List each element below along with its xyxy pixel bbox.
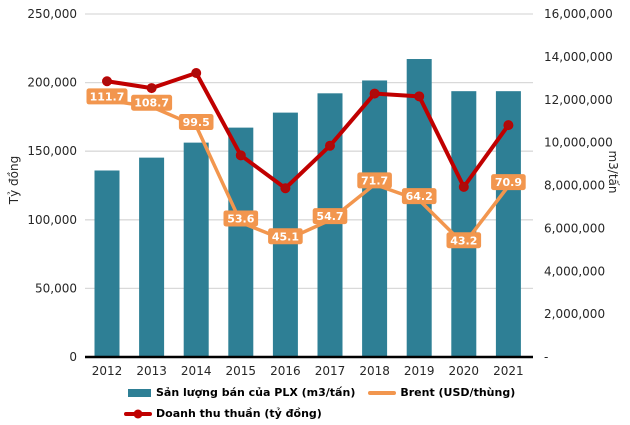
brent-line xyxy=(106,98,510,247)
svg-text:64.2: 64.2 xyxy=(406,190,433,203)
bar-2021 xyxy=(495,91,521,358)
left-axis-ticks: 0 50,000 100,000 150,000 200,000 250,000 xyxy=(27,7,77,364)
svg-text:16,000,000: 16,000,000 xyxy=(544,7,613,21)
bar-2018 xyxy=(362,80,388,358)
line-marker-swatch-icon xyxy=(124,411,152,416)
svg-text:2015: 2015 xyxy=(226,364,257,378)
svg-text:2017: 2017 xyxy=(315,364,346,378)
svg-text:54.7: 54.7 xyxy=(316,210,343,223)
svg-text:250,000: 250,000 xyxy=(27,7,77,21)
svg-text:6,000,000: 6,000,000 xyxy=(544,221,605,235)
revenue-line xyxy=(106,70,511,191)
brent-data-labels: 111.7 108.7 99.5 53.6 45.1 54.7 71.7 64.2 43.2 70… xyxy=(86,88,526,249)
line-swatch-icon xyxy=(368,390,397,395)
svg-text:150,000: 150,000 xyxy=(27,144,77,158)
legend-item-brent: Brent (USD/thùng) xyxy=(368,386,515,399)
legend-label-volume: Sản lượng bán của PLX (m3/tấn) xyxy=(156,386,356,399)
bar-2020 xyxy=(451,91,477,358)
svg-text:108.7: 108.7 xyxy=(134,97,169,110)
svg-text:10,000,000: 10,000,000 xyxy=(544,136,613,150)
svg-text:0: 0 xyxy=(69,350,77,364)
svg-text:71.7: 71.7 xyxy=(361,174,388,187)
svg-text:2,000,000: 2,000,000 xyxy=(544,307,605,321)
bar-swatch-icon xyxy=(128,388,151,397)
bar-2012 xyxy=(94,170,120,357)
legend-label-brent: Brent (USD/thùng) xyxy=(400,386,516,399)
svg-text:45.1: 45.1 xyxy=(272,230,299,243)
revenue-markers xyxy=(102,67,514,194)
x-axis-labels: 2012 2013 2014 2015 2016 2017 2018 2019 2020 2021 xyxy=(92,364,524,378)
bar-2014 xyxy=(183,142,209,357)
svg-text:2016: 2016 xyxy=(270,364,301,378)
svg-text:2012: 2012 xyxy=(92,364,123,378)
legend-row-2: Doanh thu thuần (tỷ đồng) xyxy=(124,407,322,420)
svg-text:14,000,000: 14,000,000 xyxy=(544,50,613,64)
left-axis-title: Tỷ đồng xyxy=(7,155,21,205)
bar-2015 xyxy=(228,127,254,358)
svg-text:111.7: 111.7 xyxy=(90,90,125,103)
legend-label-revenue: Doanh thu thuần (tỷ đồng) xyxy=(156,407,322,420)
svg-text:2021: 2021 xyxy=(493,364,524,378)
svg-text:-: - xyxy=(544,350,548,364)
svg-text:2020: 2020 xyxy=(449,364,480,378)
svg-text:8,000,000: 8,000,000 xyxy=(544,179,605,193)
legend-row-1: Sản lượng bán của PLX (m3/tấn) Brent (US… xyxy=(128,386,515,399)
svg-text:2019: 2019 xyxy=(404,364,435,378)
right-axis-title: m3/tấn xyxy=(606,150,620,194)
svg-text:4,000,000: 4,000,000 xyxy=(544,264,605,278)
bar-2013 xyxy=(139,157,165,357)
svg-text:70.9: 70.9 xyxy=(495,176,522,189)
svg-text:200,000: 200,000 xyxy=(27,76,77,90)
right-axis-ticks: - 2,000,000 4,000,000 6,000,000 8,000,000 10,… xyxy=(544,7,613,364)
legend-item-revenue: Doanh thu thuần (tỷ đồng) xyxy=(124,407,322,420)
svg-text:100,000: 100,000 xyxy=(27,213,77,227)
svg-text:99.5: 99.5 xyxy=(183,116,210,129)
svg-text:53.6: 53.6 xyxy=(227,212,254,225)
legend-item-volume: Sản lượng bán của PLX (m3/tấn) xyxy=(128,386,355,399)
plot-area: 0 50,000 100,000 150,000 200,000 250,000 - 2,00… xyxy=(27,7,613,378)
svg-text:2013: 2013 xyxy=(136,364,167,378)
svg-text:2014: 2014 xyxy=(181,364,212,378)
svg-text:50,000: 50,000 xyxy=(35,281,77,295)
svg-text:2018: 2018 xyxy=(359,364,390,378)
svg-text:12,000,000: 12,000,000 xyxy=(544,93,613,107)
svg-text:43.2: 43.2 xyxy=(450,234,477,247)
